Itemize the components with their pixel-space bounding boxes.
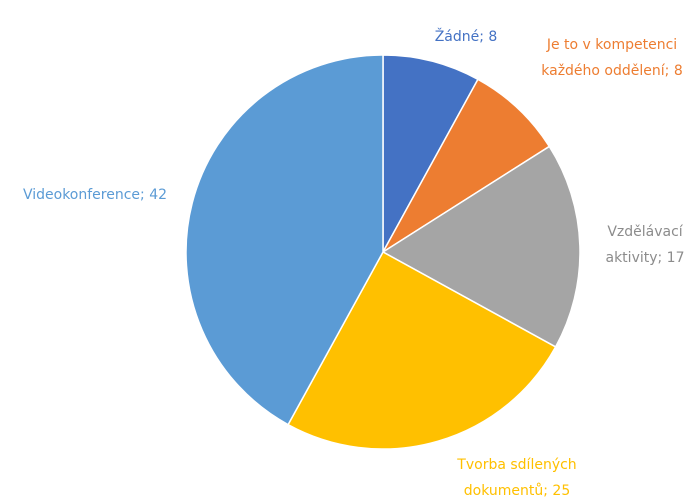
data-label: Žádné; 8	[406, 24, 526, 50]
data-label: Videokonference; 42	[5, 182, 185, 208]
data-label: Tvorba sdílených dokumentů; 25	[432, 452, 602, 504]
data-label: Je to v kompetenci každého oddělení; 8	[525, 32, 699, 84]
data-label: Vzdělávací aktivity; 17	[590, 219, 699, 271]
